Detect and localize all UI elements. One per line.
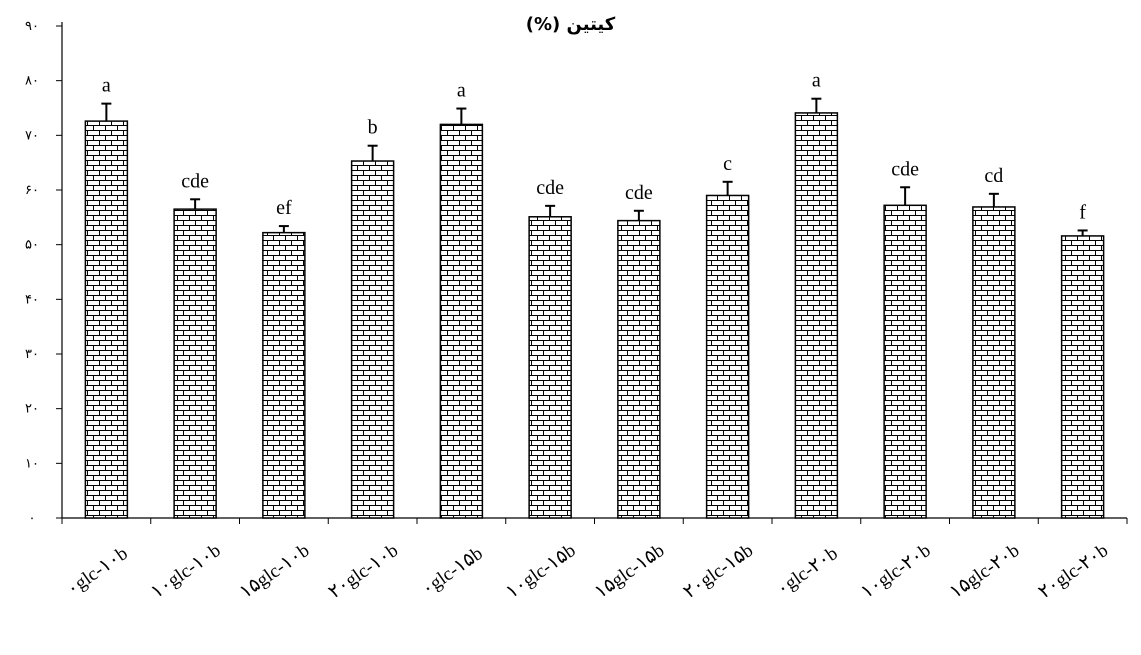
bar	[84, 120, 129, 519]
bar	[173, 208, 217, 519]
category-label: ۱۵glc-۲۰b	[946, 540, 1023, 603]
y-tick-label: ۵۰	[25, 237, 39, 252]
bar	[528, 216, 572, 519]
y-tick-label: ۸۰	[25, 73, 39, 88]
significance-label: ef	[276, 197, 292, 219]
significance-label: a	[102, 75, 111, 97]
category-label: ۲۰glc-۱۰b	[325, 540, 402, 603]
bar	[1060, 235, 1105, 519]
y-tick-label: ۴۰	[25, 291, 39, 306]
category-label: ۱۵glc-۱۰b	[236, 540, 313, 603]
significance-label: cde	[625, 182, 653, 204]
y-tick-label: ۱۰	[25, 455, 39, 470]
significance-label: f	[1079, 201, 1086, 223]
bar	[972, 206, 1016, 519]
significance-label: cde	[536, 177, 564, 199]
significance-label: a	[457, 80, 466, 102]
bar	[439, 123, 484, 519]
significance-label: cde	[181, 170, 209, 192]
y-tick-label: ۹۰	[25, 18, 39, 33]
labels: a ۰glc-۱۰b cde ۱۰glc-۱۰b ef ۱۵glc-۱۰b b ۲۰glc-۱…	[63, 70, 1113, 603]
category-label: ۱۰glc-۲۰b	[857, 540, 934, 603]
category-label: ۱۵glc-۱۵b	[591, 540, 668, 603]
category-label: ۰glc-۲۰b	[773, 543, 842, 600]
category-label: ۰glc-۱۰b	[63, 543, 132, 600]
chart-title: کیتین (%)	[525, 14, 616, 35]
y-tick-label: ۰	[29, 510, 36, 525]
significance-label: c	[723, 153, 732, 175]
bar	[617, 219, 661, 519]
y-tick-label: ۶۰	[25, 182, 39, 197]
significance-label: cd	[984, 165, 1003, 187]
category-label: ۱۰glc-۱۰b	[147, 540, 224, 603]
bars	[84, 97, 1105, 519]
category-label: ۰glc-۱۵b	[418, 543, 487, 600]
significance-label: cde	[891, 158, 919, 180]
bar	[794, 112, 839, 519]
y-tick-label: ۳۰	[25, 346, 39, 361]
bar	[705, 194, 750, 519]
significance-label: a	[812, 70, 821, 92]
bar	[883, 204, 927, 519]
significance-label: b	[368, 117, 378, 139]
category-label: ۲۰glc-۲۰b	[1035, 540, 1112, 603]
axes: ۰ ۱۰ ۲۰ ۳۰ ۴۰ ۵۰ ۶۰ ۷۰ ۸۰ ۹۰	[25, 18, 1128, 525]
y-tick-label: ۷۰	[25, 127, 39, 142]
category-label: ۲۰glc-۱۵b	[680, 540, 757, 603]
category-label: ۱۰glc-۱۵b	[502, 540, 579, 603]
bar	[262, 231, 306, 519]
bar	[350, 160, 395, 519]
y-tick-label: ۲۰	[25, 401, 39, 416]
